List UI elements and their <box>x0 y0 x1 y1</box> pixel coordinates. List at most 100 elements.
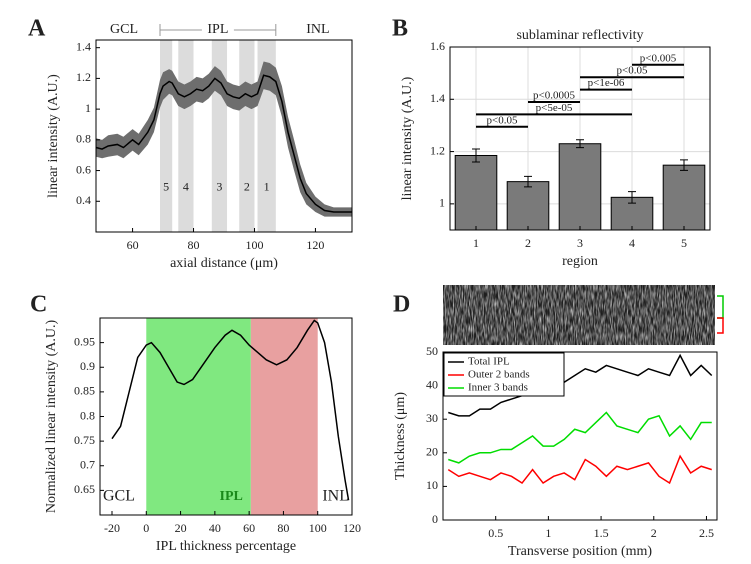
significance-label: p<0.05 <box>617 65 648 77</box>
y-tick-label: 0 <box>432 512 438 526</box>
y-tick-label: 0.6 <box>76 162 91 176</box>
y-tick-label: 0.75 <box>74 433 95 447</box>
x-axis-label: region <box>562 254 598 269</box>
legend-label: Outer 2 bands <box>468 369 530 381</box>
edge-label: INL <box>322 488 349 505</box>
x-axis-label: IPL thickness percentage <box>156 539 296 554</box>
y-tick-label: 50 <box>426 344 438 358</box>
span-label: 3 <box>216 180 222 194</box>
y-tick-label: 1.6 <box>430 39 445 53</box>
span-label: 5 <box>163 180 169 194</box>
layer-label: INL <box>306 22 329 37</box>
span <box>160 40 173 232</box>
y-tick-label: 0.9 <box>80 359 95 373</box>
bar <box>662 164 706 231</box>
x-tick-label: 60 <box>243 521 255 535</box>
x-axis-label: Transverse position (mm) <box>508 544 652 559</box>
line <box>111 319 350 501</box>
x-tick-label: 120 <box>343 521 361 535</box>
error-band <box>96 61 352 217</box>
span <box>250 318 318 515</box>
x-tick-label: -20 <box>104 521 120 535</box>
panel-letter: D <box>393 292 410 318</box>
y-tick-label: 0.85 <box>74 384 95 398</box>
x-tick-label: 100 <box>245 238 263 252</box>
y-axis-label: Normalized linear intensity (A.U.) <box>44 320 59 514</box>
legend-label: Total IPL <box>468 356 510 368</box>
span-label: 2 <box>244 180 250 194</box>
significance-label: p<5e-05 <box>536 102 573 114</box>
x-tick-label: 20 <box>175 521 187 535</box>
x-tick-label: 1 <box>473 236 479 250</box>
panel-letter: A <box>28 16 46 42</box>
y-tick-label: 30 <box>426 411 438 425</box>
x-tick-label: 1.5 <box>594 526 609 540</box>
x-tick-label: 2.5 <box>699 526 714 540</box>
x-tick-label: 80 <box>188 238 200 252</box>
x-tick-label: 1 <box>545 526 551 540</box>
x-tick-label: 3 <box>577 236 583 250</box>
x-tick-label: 2 <box>651 526 657 540</box>
bar <box>558 143 602 231</box>
plot-frame <box>442 351 718 521</box>
y-tick-label: 1.2 <box>430 143 445 157</box>
y-tick-label: 0.4 <box>76 193 91 207</box>
y-tick-label: 10 <box>426 478 438 492</box>
oct-strip <box>443 285 724 345</box>
error-bar <box>576 139 584 149</box>
y-tick-label: 1.4 <box>76 39 91 53</box>
span <box>146 318 251 515</box>
bar <box>506 181 550 231</box>
significance-label: p<0.0005 <box>533 90 575 102</box>
significance-label: p<0.05 <box>487 114 518 126</box>
span-label: 4 <box>183 180 189 194</box>
error-bar <box>472 148 480 163</box>
y-tick-label: 20 <box>426 445 438 459</box>
y-tick-label: 1.4 <box>430 91 445 105</box>
y-tick-label: 0.95 <box>74 334 95 348</box>
x-tick-label: 100 <box>309 521 327 535</box>
span-label: IPL <box>220 489 243 504</box>
x-tick-label: 0 <box>143 521 149 535</box>
error-bar <box>628 191 636 204</box>
x-tick-label: 120 <box>306 238 324 252</box>
error-bar <box>680 159 688 171</box>
line <box>448 353 713 417</box>
x-tick-label: 4 <box>629 236 635 250</box>
panel-letter: C <box>30 292 47 318</box>
layer-label: IPL <box>207 22 228 37</box>
y-tick-label: 0.7 <box>80 458 95 472</box>
x-tick-label: 80 <box>277 521 289 535</box>
panel-letter: B <box>392 16 408 42</box>
layer-bracket <box>159 24 277 36</box>
y-tick-label: 1.2 <box>76 70 91 84</box>
span <box>178 40 194 232</box>
x-axis-label: axial distance (μm) <box>170 256 278 271</box>
y-axis-label: linear intensity (A.U.) <box>400 76 415 200</box>
y-axis-label: linear intensity (A.U.) <box>46 74 61 198</box>
y-tick-label: 1 <box>439 196 445 210</box>
line <box>448 411 712 464</box>
span-label: 1 <box>264 180 270 194</box>
significance-label: p<1e-06 <box>588 77 625 89</box>
edge-label: GCL <box>103 488 135 505</box>
y-tick-label: 0.65 <box>74 482 95 496</box>
plot-frame <box>95 39 353 233</box>
x-tick-label: 5 <box>681 236 687 250</box>
chart-title: sublaminar reflectivity <box>516 28 643 43</box>
span <box>239 40 255 232</box>
bar <box>454 154 498 231</box>
x-tick-label: 0.5 <box>488 526 503 540</box>
y-tick-label: 1 <box>85 101 91 115</box>
line <box>95 74 352 213</box>
layer-label: GCL <box>110 22 138 37</box>
x-tick-label: 2 <box>525 236 531 250</box>
y-tick-label: 40 <box>426 377 438 391</box>
legend-label: Inner 3 bands <box>468 382 528 394</box>
line <box>447 454 712 485</box>
significance-label: p<0.005 <box>640 52 677 64</box>
y-tick-label: 0.8 <box>76 132 91 146</box>
y-axis-label: Thickness (μm) <box>393 392 408 480</box>
